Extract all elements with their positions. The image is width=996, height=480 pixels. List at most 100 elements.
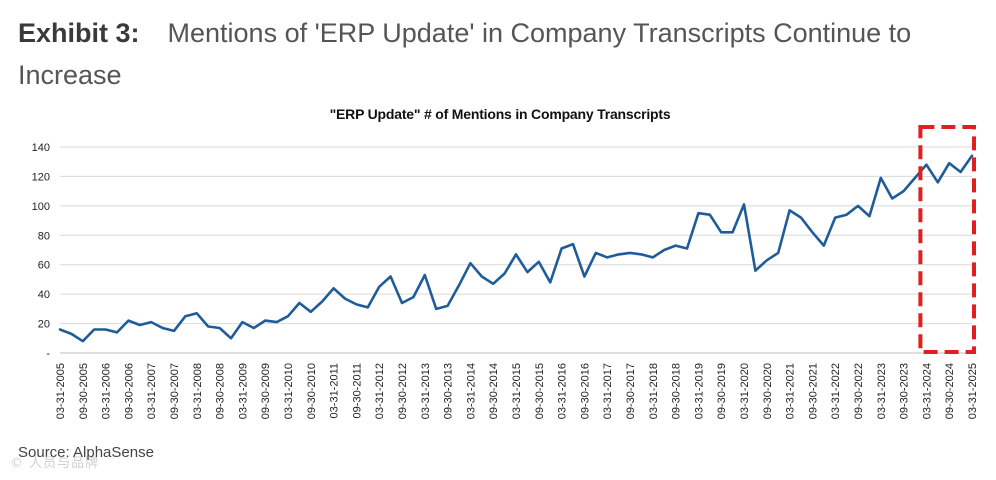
source-note: Source: AlphaSense bbox=[18, 444, 154, 461]
data-point bbox=[595, 252, 597, 254]
data-point bbox=[583, 275, 585, 277]
x-tick-label: 03-31-2019 bbox=[693, 363, 705, 419]
x-tick-label: 03-31-2009 bbox=[237, 363, 249, 419]
data-point bbox=[925, 163, 927, 165]
data-point bbox=[321, 300, 323, 302]
x-tick-label: 09-30-2010 bbox=[306, 363, 318, 419]
data-point bbox=[880, 177, 882, 179]
data-point bbox=[241, 321, 243, 323]
data-point bbox=[937, 181, 939, 183]
x-tick-label: 03-31-2014 bbox=[465, 363, 477, 419]
data-point bbox=[823, 244, 825, 246]
data-point bbox=[834, 216, 836, 218]
x-tick-label: 03-31-2021 bbox=[785, 363, 797, 419]
data-point bbox=[93, 328, 95, 330]
data-point bbox=[538, 261, 540, 263]
data-point bbox=[173, 330, 175, 332]
x-tick-label: 09-30-2011 bbox=[351, 363, 363, 418]
data-point bbox=[492, 283, 494, 285]
data-point bbox=[868, 215, 870, 217]
y-tick-label: - bbox=[46, 348, 50, 360]
data-point bbox=[720, 231, 722, 233]
x-tick-label: 03-31-2024 bbox=[921, 363, 933, 419]
data-point bbox=[902, 190, 904, 192]
data-point bbox=[891, 197, 893, 199]
data-point bbox=[161, 327, 163, 329]
x-tick-label: 09-30-2015 bbox=[534, 363, 546, 419]
data-point bbox=[674, 244, 676, 246]
x-tick-label: 03-31-2006 bbox=[101, 363, 113, 419]
line-chart: - 20 40 60 80 100 120 140 03-31-2005 09-30-2005 03… bbox=[32, 125, 979, 419]
data-point bbox=[424, 274, 426, 276]
data-point bbox=[59, 328, 61, 330]
x-tick-label: 09-30-2020 bbox=[762, 363, 774, 419]
data-point bbox=[857, 205, 859, 207]
data-point bbox=[446, 305, 448, 307]
y-tick-label: 80 bbox=[38, 230, 50, 242]
data-point bbox=[355, 303, 357, 305]
x-tick-label: 03-31-2008 bbox=[192, 363, 204, 419]
x-tick-label: 03-31-2007 bbox=[146, 363, 158, 419]
data-point bbox=[526, 271, 528, 273]
data-point bbox=[788, 209, 790, 211]
data-point bbox=[549, 281, 551, 283]
x-tick-label: 09-30-2021 bbox=[807, 363, 819, 419]
x-tick-label: 09-30-2013 bbox=[443, 363, 455, 419]
x-tick-label: 09-30-2018 bbox=[671, 363, 683, 419]
x-tick-label: 03-31-2015 bbox=[511, 363, 523, 419]
data-point bbox=[777, 252, 779, 254]
data-point bbox=[150, 321, 152, 323]
data-point bbox=[697, 212, 699, 214]
data-point bbox=[367, 306, 369, 308]
data-point bbox=[560, 247, 562, 249]
chart-title: "ERP Update" # of Mentions in Company Tr… bbox=[329, 106, 671, 122]
exhibit-label: Exhibit 3: bbox=[18, 18, 140, 48]
data-point bbox=[458, 284, 460, 286]
data-point bbox=[378, 286, 380, 288]
data-point bbox=[412, 296, 414, 298]
x-tick-label: 09-30-2007 bbox=[169, 363, 181, 419]
watermark: © 人员与品牌 bbox=[10, 456, 100, 471]
data-point bbox=[503, 272, 505, 274]
data-point bbox=[389, 275, 391, 277]
data-point bbox=[845, 213, 847, 215]
x-tick-label: 09-30-2012 bbox=[397, 363, 409, 419]
x-tick-label: 03-31-2025 bbox=[967, 363, 979, 419]
data-point bbox=[264, 319, 266, 321]
data-point bbox=[640, 253, 642, 255]
x-tick-label: 03-31-2017 bbox=[602, 363, 614, 419]
data-point bbox=[435, 308, 437, 310]
x-tick-label: 03-31-2013 bbox=[420, 363, 432, 419]
x-tick-label: 09-30-2005 bbox=[78, 363, 90, 419]
highlight-box bbox=[918, 125, 977, 354]
data-point bbox=[731, 231, 733, 233]
x-tick-label: 03-31-2023 bbox=[876, 363, 888, 419]
data-point bbox=[344, 297, 346, 299]
data-point bbox=[948, 162, 950, 164]
data-point bbox=[971, 155, 973, 157]
data-point bbox=[275, 321, 277, 323]
series-line-mentions bbox=[58, 154, 974, 343]
data-point bbox=[481, 275, 483, 277]
data-point bbox=[754, 269, 756, 271]
x-tick-label: 09-30-2009 bbox=[260, 363, 272, 419]
data-point bbox=[617, 253, 619, 255]
data-point bbox=[82, 340, 84, 342]
x-tick-label: 03-31-2012 bbox=[374, 363, 386, 419]
data-point bbox=[253, 327, 255, 329]
y-tick-label: 20 bbox=[38, 319, 50, 331]
data-point bbox=[139, 324, 141, 326]
x-tick-label: 09-30-2024 bbox=[944, 363, 956, 419]
x-tick-label: 09-30-2022 bbox=[853, 363, 865, 419]
data-point bbox=[606, 256, 608, 258]
data-point bbox=[515, 253, 517, 255]
x-tick-label: 09-30-2014 bbox=[488, 363, 500, 419]
data-point bbox=[686, 247, 688, 249]
x-tick-label: 03-31-2016 bbox=[557, 363, 569, 419]
data-point bbox=[914, 177, 916, 179]
exhibit-title: Mentions of 'ERP Update' in Company Tran… bbox=[18, 18, 912, 90]
data-point bbox=[663, 249, 665, 251]
x-tick-label: 09-30-2006 bbox=[123, 363, 135, 419]
x-tick-label: 03-31-2011 bbox=[329, 363, 341, 418]
data-point bbox=[629, 252, 631, 254]
